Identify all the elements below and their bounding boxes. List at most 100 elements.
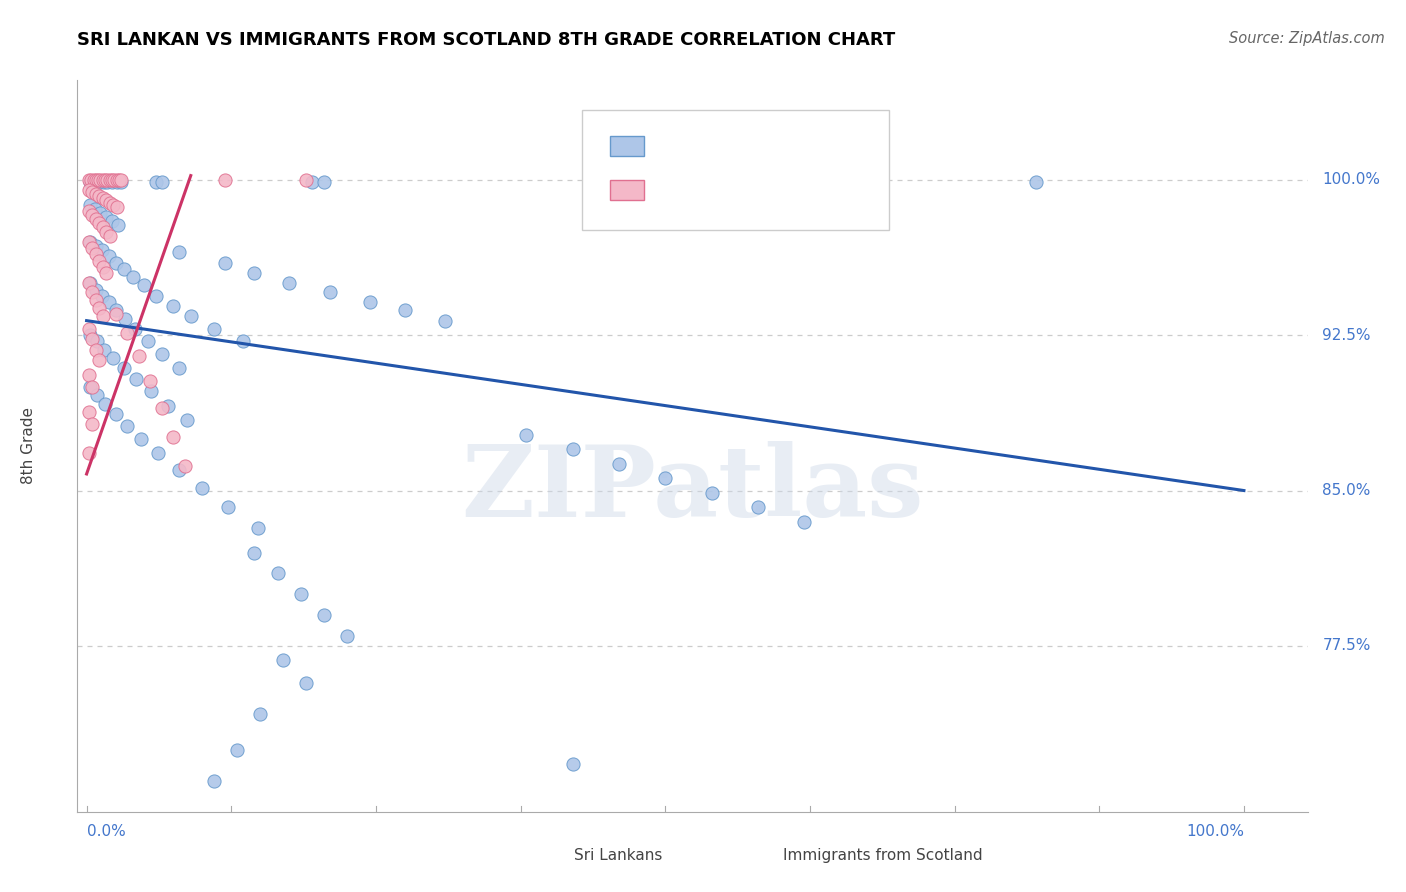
Point bbox=[79, 197, 101, 211]
Point bbox=[226, 742, 249, 756]
Point bbox=[107, 219, 129, 233]
Text: 100.0%: 100.0% bbox=[1323, 172, 1381, 187]
Point bbox=[98, 195, 121, 210]
Point bbox=[112, 361, 135, 376]
Point bbox=[98, 228, 121, 243]
Point bbox=[79, 380, 101, 394]
Point bbox=[89, 301, 111, 316]
Point bbox=[129, 432, 152, 446]
Point bbox=[77, 446, 100, 460]
Point bbox=[214, 173, 236, 187]
Point bbox=[89, 353, 111, 368]
Point bbox=[84, 343, 107, 357]
Point bbox=[82, 417, 104, 432]
Point bbox=[243, 266, 266, 280]
Point bbox=[191, 482, 214, 496]
Point bbox=[243, 546, 266, 560]
Point bbox=[79, 235, 101, 249]
Text: 0.0%: 0.0% bbox=[87, 824, 125, 839]
Bar bbox=[610, 136, 644, 156]
Point bbox=[96, 194, 118, 208]
Point bbox=[180, 310, 202, 324]
Point bbox=[136, 334, 159, 349]
Point bbox=[104, 255, 127, 269]
Point bbox=[266, 566, 288, 581]
Point bbox=[83, 173, 105, 187]
Point bbox=[145, 289, 167, 303]
Point bbox=[84, 293, 107, 307]
Point bbox=[101, 175, 124, 189]
Point bbox=[77, 322, 100, 336]
Point bbox=[91, 310, 114, 324]
Text: 92.5%: 92.5% bbox=[1323, 327, 1371, 343]
Point bbox=[312, 607, 335, 622]
Point bbox=[148, 446, 170, 460]
Point bbox=[150, 175, 173, 189]
Point bbox=[82, 380, 104, 394]
Point bbox=[89, 206, 111, 220]
Point bbox=[91, 220, 114, 235]
Point bbox=[77, 368, 100, 382]
Point bbox=[96, 175, 118, 189]
Point bbox=[84, 239, 107, 253]
Point bbox=[150, 347, 173, 361]
Point bbox=[91, 191, 114, 205]
Point bbox=[122, 270, 145, 285]
Point bbox=[167, 245, 190, 260]
Point bbox=[318, 285, 340, 299]
Point bbox=[141, 384, 163, 398]
Point bbox=[290, 587, 312, 601]
Point bbox=[128, 349, 150, 363]
Point bbox=[96, 225, 118, 239]
Point bbox=[174, 458, 197, 473]
Point bbox=[108, 173, 131, 187]
Point bbox=[104, 307, 127, 321]
Point bbox=[214, 255, 236, 269]
Point bbox=[134, 278, 156, 293]
Point bbox=[103, 197, 125, 211]
Point bbox=[162, 430, 184, 444]
Point bbox=[77, 203, 100, 218]
Point bbox=[561, 442, 583, 456]
Bar bbox=[533, 847, 560, 863]
Point bbox=[82, 241, 104, 255]
Point bbox=[93, 175, 115, 189]
Point bbox=[176, 413, 198, 427]
Point bbox=[167, 463, 190, 477]
Point bbox=[312, 175, 335, 189]
Point bbox=[83, 175, 105, 189]
Point bbox=[93, 343, 115, 357]
Point bbox=[105, 200, 128, 214]
Point bbox=[82, 285, 104, 299]
Point bbox=[90, 289, 112, 303]
Point bbox=[104, 407, 127, 421]
Point bbox=[700, 485, 723, 500]
Point bbox=[217, 500, 239, 515]
Point bbox=[77, 277, 100, 291]
Point bbox=[97, 295, 120, 310]
Point bbox=[77, 405, 100, 419]
Point bbox=[101, 173, 124, 187]
Point bbox=[561, 757, 583, 772]
Point bbox=[80, 173, 103, 187]
Point bbox=[96, 173, 118, 187]
Text: N = 74: N = 74 bbox=[773, 137, 837, 155]
Point bbox=[103, 351, 125, 365]
Point bbox=[86, 388, 108, 402]
Text: ZIPatlas: ZIPatlas bbox=[461, 442, 924, 539]
Point bbox=[202, 322, 225, 336]
Point bbox=[115, 419, 138, 434]
Point bbox=[103, 173, 125, 187]
Point bbox=[91, 173, 114, 187]
Point bbox=[301, 175, 323, 189]
Point bbox=[110, 173, 132, 187]
Point bbox=[90, 243, 112, 257]
Point bbox=[273, 653, 295, 667]
Point bbox=[79, 175, 101, 189]
Text: Source: ZipAtlas.com: Source: ZipAtlas.com bbox=[1229, 31, 1385, 46]
Point bbox=[793, 515, 815, 529]
Point bbox=[84, 212, 107, 227]
Point bbox=[97, 249, 120, 263]
Point bbox=[79, 328, 101, 343]
Text: Immigrants from Scotland: Immigrants from Scotland bbox=[783, 848, 983, 863]
